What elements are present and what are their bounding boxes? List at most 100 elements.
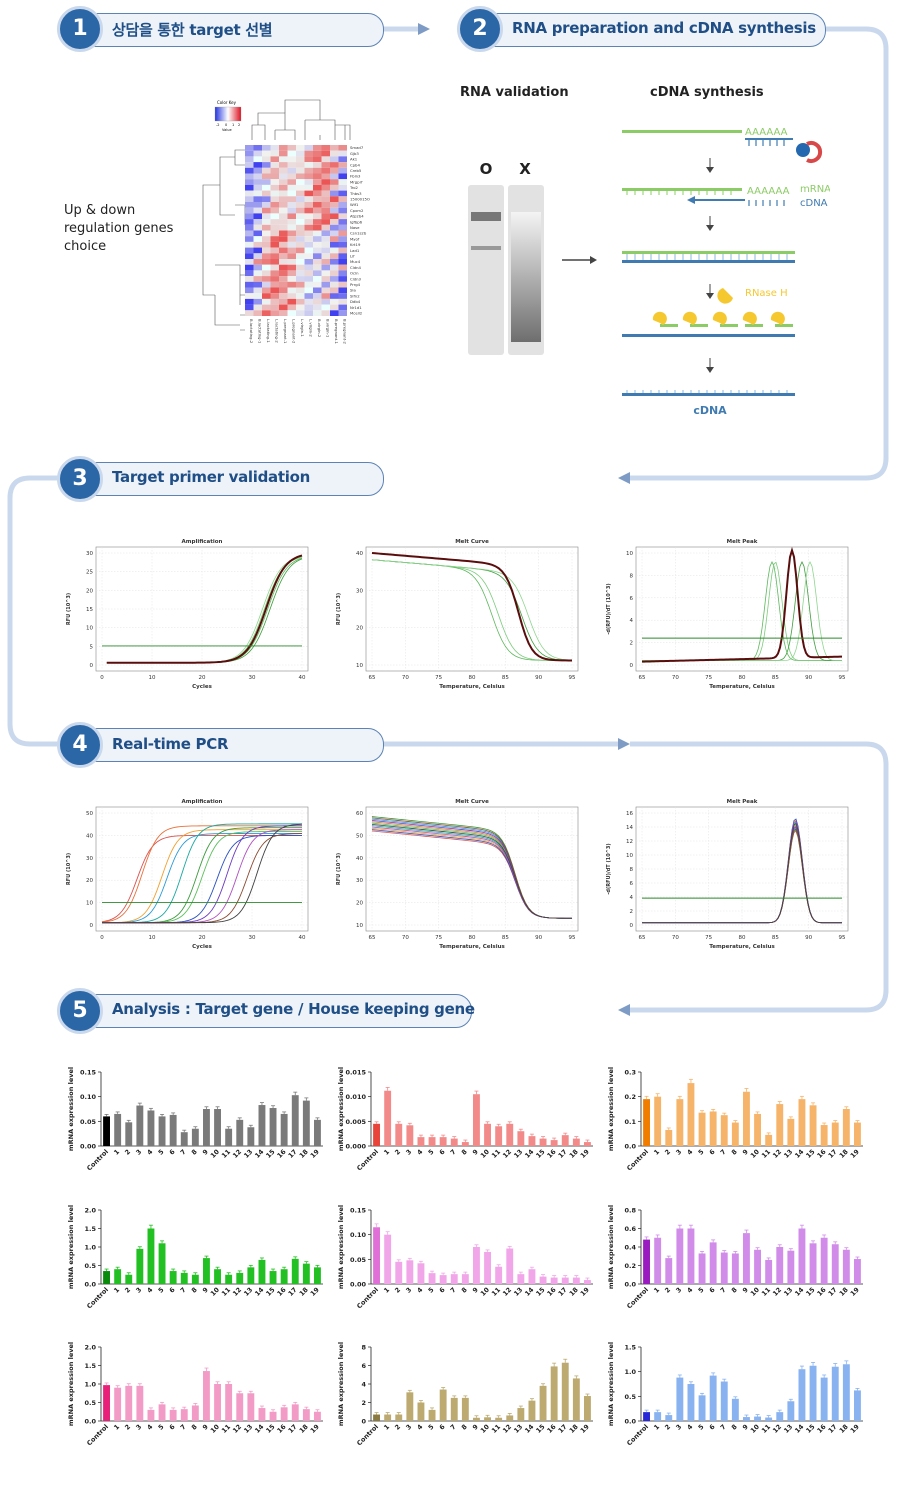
x-tick-label: 19: [849, 1422, 861, 1434]
x-tick-label: 1: [652, 1147, 661, 1156]
svg-text:Value: Value: [222, 128, 232, 132]
heatmap-cell: [270, 253, 279, 259]
bar: [125, 1274, 133, 1284]
heatmap-cell: [287, 281, 296, 288]
heatmap-cell: [313, 167, 322, 174]
heatmap-cell: [313, 156, 322, 163]
panel-title: Melt Peak: [727, 539, 758, 545]
heatmap-cell: [330, 156, 339, 163]
heatmap-cell: [296, 196, 305, 202]
bar: [572, 1138, 580, 1146]
heatmap-cell: [279, 162, 288, 168]
gene-label: Ak1: [350, 157, 358, 162]
y-tick-label: 1.0: [84, 1244, 96, 1252]
y-tick-label: 1.0: [624, 1368, 636, 1376]
gene-label: Ocln: [350, 271, 359, 276]
heatmap-cell: [296, 190, 305, 197]
heatmap-cell: [262, 196, 271, 202]
heatmap-cell: [296, 207, 305, 214]
cdna-synthesis-diagram: AAAAAA AAAAAA mRNA cDNA RNase H cDNA: [622, 127, 830, 417]
heatmap-cell: [296, 156, 305, 163]
x-tick-label: 4: [146, 1422, 155, 1431]
gene-labels: Smad7Gjb3Ak1Cpb4Creb5Fbln3MrgprfTro2Thbs…: [349, 145, 370, 315]
heatmap-cell: [253, 241, 262, 248]
heatmap-cell: [279, 304, 288, 311]
heatmap-cell: [321, 241, 330, 248]
bar: [225, 1274, 233, 1284]
heatmap-cell: [304, 230, 313, 237]
bar: [247, 1127, 255, 1146]
bar: [373, 1227, 380, 1284]
heatmap-cell: [313, 264, 322, 271]
heatmap-cell: [253, 150, 262, 157]
heatmap-cell: [330, 190, 339, 197]
y-tick-label: 10: [356, 923, 363, 929]
gene-label: Lif: [350, 254, 355, 259]
heatmap-cell: [262, 150, 271, 157]
bar: [720, 1115, 728, 1146]
heatmap-cell: [338, 219, 347, 225]
heatmap-cell: [262, 264, 271, 271]
heatmap-cell: [330, 224, 339, 231]
y-tick-label: 0.0: [624, 1281, 636, 1289]
bar: [484, 1251, 491, 1284]
gene-label: Slfn2: [350, 293, 360, 298]
y-tick-label: 0.4: [624, 1244, 636, 1252]
heatmap-cell: [262, 184, 271, 191]
x-tick-label: 7: [719, 1423, 728, 1432]
bar: [798, 1369, 806, 1421]
x-tick-label: 6: [438, 1147, 447, 1156]
bar: [731, 1122, 739, 1146]
heatmap-cell: [245, 259, 254, 265]
heatmap-cell: [321, 236, 330, 242]
step2-banner: [478, 13, 826, 47]
bar: [842, 1364, 850, 1421]
svg-text:cDNA: cDNA: [800, 198, 828, 209]
bar: [439, 1389, 447, 1421]
bar: [225, 1384, 233, 1421]
heatmap-cell: [245, 230, 254, 237]
step5-title: Analysis : Target gene / House keeping g…: [112, 1000, 475, 1018]
bar: [854, 1122, 861, 1146]
heatmap-cell: [279, 196, 288, 202]
x-tick-label: 1: [112, 1422, 121, 1431]
x-tick-label: 85: [772, 675, 779, 681]
bar: [191, 1405, 199, 1421]
heatmap-cell: [338, 281, 347, 288]
rna-gel: O X: [468, 160, 597, 355]
x-tick-label: 7: [179, 1286, 188, 1295]
bar: [214, 1384, 221, 1421]
bar: [395, 1123, 403, 1146]
bar: [147, 1110, 155, 1146]
heatmap-cell: [270, 293, 279, 299]
x-tick-label: 3: [404, 1148, 413, 1157]
heatmap-cell: [321, 304, 330, 311]
x-tick-label: 7: [449, 1148, 458, 1157]
y-tick-label: 2.0: [84, 1207, 96, 1215]
heatmap-cell: [245, 196, 254, 202]
heatmap-cell: [338, 162, 347, 168]
x-tick-label: 75: [705, 935, 712, 941]
y-tick-label: 1.5: [624, 1344, 636, 1352]
y-tick-label: 40: [356, 551, 363, 557]
x-axis-label: Temperature, Celsius: [439, 684, 505, 690]
lane-x-label: X: [519, 160, 531, 178]
amplification-curve: [106, 554, 303, 664]
heatmap-cell: [330, 264, 339, 271]
heatmap-cell: [313, 247, 322, 254]
heatmap-cell: [313, 287, 322, 294]
x-tick-label: 2: [123, 1148, 132, 1157]
x-tick-label: 90: [535, 675, 542, 681]
heatmap-cell: [279, 219, 288, 225]
heatmap-cell: [270, 287, 279, 294]
heatmap-cell: [287, 179, 296, 185]
heatmap-cell: [330, 287, 339, 294]
x-tick-label: 6: [708, 1285, 717, 1294]
heatmap-cell: [321, 179, 330, 185]
y-tick-label: 6: [361, 1362, 366, 1370]
x-tick-label: 70: [402, 935, 409, 941]
x-tick-label: 70: [402, 675, 409, 681]
heatmap-cell: [304, 304, 313, 311]
x-tick-label: 9: [471, 1285, 480, 1294]
